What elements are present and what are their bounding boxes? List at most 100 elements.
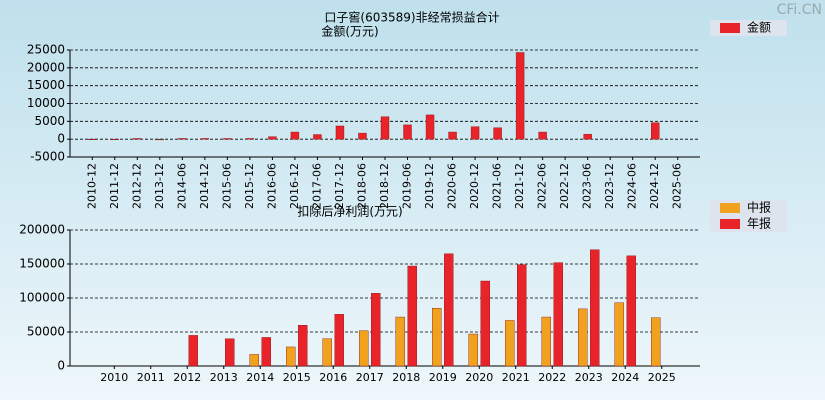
x-tick-label: 2012-12: [130, 163, 143, 209]
bar: [444, 253, 454, 367]
x-tick-label: 2022-12: [558, 163, 571, 209]
y-tick-label: 15000: [27, 78, 65, 92]
x-tick-label: 2022-06: [536, 163, 549, 209]
y-tick-label: 20000: [27, 60, 65, 74]
y-tick-label: 0: [57, 359, 65, 373]
bar: [290, 131, 300, 140]
x-tick-label: 2013-12: [153, 163, 166, 209]
y-tick-label: 5000: [34, 114, 65, 128]
x-tick-label: 2014-12: [198, 163, 211, 209]
x-tick-label: 2015: [283, 371, 311, 384]
x-tick-label: 2020-12: [468, 163, 481, 209]
chart-title: 扣除后净利润(万元): [297, 204, 402, 219]
x-tick-label: 2018-12: [378, 163, 391, 209]
bar: [480, 280, 490, 367]
bar: [395, 316, 405, 367]
x-tick-label: 2011: [137, 371, 165, 384]
bar: [470, 126, 480, 140]
x-tick-label: 2025-06: [671, 163, 684, 209]
x-tick-label: 2015-06: [220, 163, 233, 209]
x-tick-label: 2016: [319, 371, 347, 384]
bar: [651, 122, 660, 140]
bar: [614, 302, 624, 367]
bar: [538, 131, 547, 140]
bar: [223, 138, 232, 140]
bar: [515, 52, 525, 140]
x-tick-label: 2025: [648, 371, 676, 384]
bar: [268, 136, 277, 140]
x-tick-label: 2010: [100, 371, 128, 384]
x-tick-label: 2016-12: [288, 163, 301, 209]
bar: [448, 131, 457, 140]
bar: [541, 316, 551, 367]
bar: [334, 314, 344, 367]
x-tick-label: 2017-06: [310, 163, 323, 209]
chart-title: 口子窖(603589)非经常损益合计: [324, 10, 499, 25]
bar: [380, 116, 390, 140]
x-tick-label: 2020-06: [446, 163, 459, 209]
bar: [651, 317, 661, 367]
bar: [590, 249, 600, 367]
x-tick-label: 2024-12: [648, 163, 661, 209]
bar: [322, 338, 332, 367]
y-tick-label: 50000: [27, 325, 65, 339]
bar: [403, 124, 412, 140]
x-tick-label: 2011-12: [108, 163, 121, 209]
bar: [493, 127, 502, 140]
x-tick-label: 2023-12: [603, 163, 616, 209]
y-tick-label: 0: [57, 132, 65, 146]
bar: [225, 338, 235, 367]
x-tick-label: 2021-12: [513, 163, 526, 209]
bar: [110, 138, 119, 140]
x-tick-label: 2022: [538, 371, 566, 384]
x-tick-label: 2020: [465, 371, 493, 384]
bar: [286, 346, 296, 367]
x-tick-label: 2019-12: [423, 163, 436, 209]
x-tick-label: 2010-12: [85, 163, 98, 209]
x-tick-label: 2013: [210, 371, 238, 384]
bar: [359, 330, 369, 367]
y-tick-label: 10000: [27, 96, 65, 110]
bar: [313, 134, 322, 140]
bar: [358, 132, 367, 140]
bar: [425, 114, 435, 140]
x-tick-label: 2024: [611, 371, 639, 384]
x-tick-label: 2024-06: [626, 163, 639, 209]
x-tick-label: 2023: [575, 371, 603, 384]
x-tick-label: 2021-06: [491, 163, 504, 209]
bar: [505, 320, 515, 367]
x-tick-label: 2021: [502, 371, 530, 384]
legend-label: 金额: [747, 20, 771, 35]
axis-label: 金额(万元): [321, 24, 378, 39]
bar: [298, 325, 308, 367]
x-tick-label: 2018-06: [355, 163, 368, 209]
legend-label: 年报: [747, 216, 771, 231]
x-tick-label: 2023-06: [581, 163, 594, 209]
bar: [245, 138, 255, 140]
bar: [432, 308, 442, 367]
bar: [188, 335, 198, 367]
bar: [178, 138, 187, 140]
x-tick-label: 2019: [429, 371, 457, 384]
x-tick-label: 2019-06: [401, 163, 414, 209]
legend-label: 中报: [747, 200, 771, 215]
y-tick-label: 150000: [19, 257, 65, 271]
y-tick-label: 200000: [19, 223, 65, 237]
bar: [578, 308, 588, 367]
bar: [155, 138, 165, 141]
legend-swatch: [720, 203, 740, 213]
bar: [261, 337, 271, 367]
x-tick-label: 2014: [246, 371, 274, 384]
x-tick-label: 2012: [173, 371, 201, 384]
bar: [249, 354, 259, 367]
x-tick-label: 2018: [392, 371, 420, 384]
x-tick-label: 2017-12: [333, 163, 346, 209]
y-tick-label: -5000: [30, 150, 65, 164]
x-tick-label: 2014-06: [175, 163, 188, 209]
y-tick-label: 25000: [27, 43, 65, 57]
bar: [371, 293, 381, 367]
legend-swatch: [720, 219, 740, 229]
bar: [335, 125, 345, 140]
bar: [626, 255, 636, 367]
